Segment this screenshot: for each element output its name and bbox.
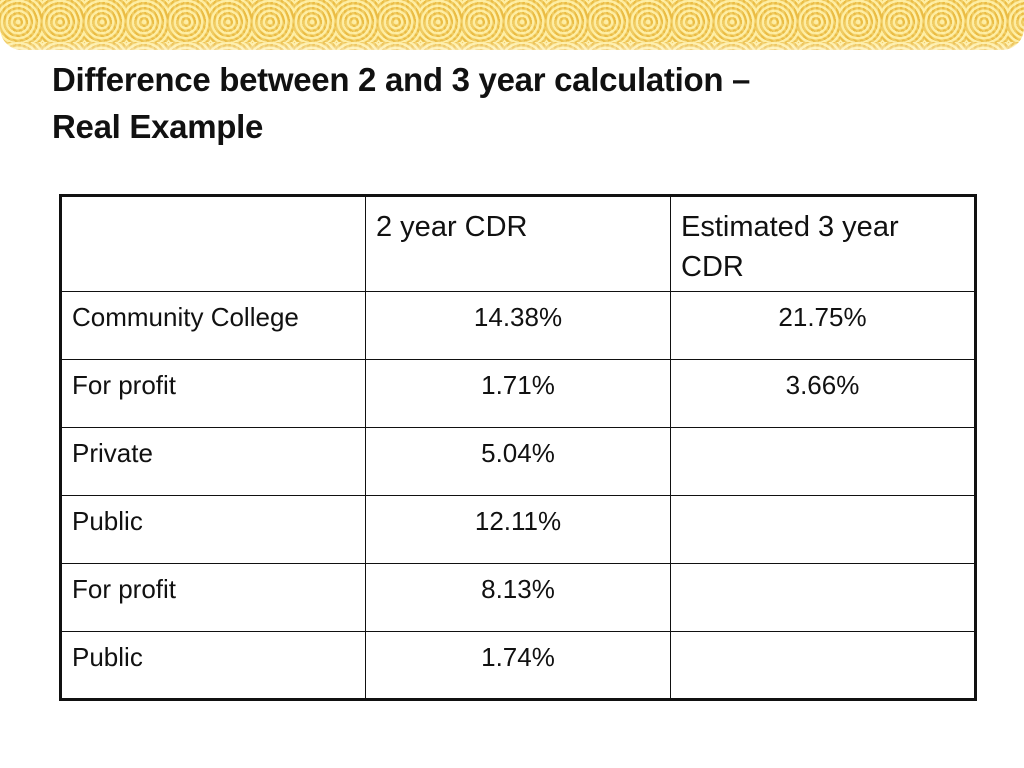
two-year-cell: 1.74% (365, 631, 671, 700)
three-year-value: 21.75% (778, 302, 867, 332)
header-cell-two-year: 2 year CDR (365, 195, 671, 292)
three-year-value: 3.66% (785, 370, 860, 400)
row-label-cell: Public (60, 495, 366, 564)
table-row: Public 12.11% (60, 495, 976, 564)
row-label-cell: For profit (60, 359, 366, 428)
header-cell-empty (60, 195, 366, 292)
decorative-banner (0, 0, 1024, 50)
slide-title-line-1: Difference between 2 and 3 year calculat… (52, 61, 751, 98)
slide-title: Difference between 2 and 3 year calculat… (52, 56, 992, 150)
three-year-value (671, 632, 974, 642)
row-label: Public (72, 506, 143, 536)
row-label: For profit (72, 574, 177, 604)
table-row: Community College 14.38% 21.75% (60, 291, 976, 360)
table-row: Public 1.74% (60, 631, 976, 700)
two-year-value: 1.74% (481, 642, 555, 672)
two-year-value: 12.11% (474, 506, 562, 536)
row-label-cell: Private (60, 427, 366, 496)
two-year-value: 1.71% (481, 370, 555, 400)
three-year-cell: 3.66% (670, 359, 976, 428)
three-year-cell (670, 631, 976, 700)
two-year-cell: 14.38% (365, 291, 671, 360)
row-label-cell: Public (60, 631, 366, 700)
three-year-value (671, 564, 974, 574)
row-label: Public (72, 642, 143, 672)
two-year-cell: 8.13% (365, 563, 671, 632)
three-year-cell (670, 427, 976, 496)
two-year-value: 8.13% (481, 574, 555, 604)
slide-title-line-2: Real Example (52, 108, 264, 145)
two-year-cell: 12.11% (365, 495, 671, 564)
three-year-cell (670, 495, 976, 564)
two-year-cell: 1.71% (365, 359, 671, 428)
two-year-value: 14.38% (473, 302, 563, 332)
three-year-cell: 21.75% (670, 291, 976, 360)
row-label-cell: For profit (60, 563, 366, 632)
three-year-value (671, 428, 974, 438)
header-two-year-label: 2 year CDR (376, 211, 528, 243)
row-label: Community College (72, 302, 299, 332)
table-header-row: 2 year CDR Estimated 3 year CDR (60, 195, 976, 292)
three-year-value (671, 496, 974, 506)
three-year-cell (670, 563, 976, 632)
row-label-cell: Community College (60, 291, 366, 360)
two-year-cell: 5.04% (365, 427, 671, 496)
cdr-table: 2 year CDR Estimated 3 year CDR Communit… (59, 194, 977, 701)
header-cell-three-year: Estimated 3 year CDR (670, 195, 976, 292)
table-row: For profit 8.13% (60, 563, 976, 632)
two-year-value: 5.04% (481, 438, 555, 468)
row-label: For profit (72, 370, 177, 400)
header-three-year-label: Estimated 3 year CDR (681, 211, 899, 283)
table-row: For profit 1.71% 3.66% (60, 359, 976, 428)
table-row: Private 5.04% (60, 427, 976, 496)
row-label: Private (72, 438, 153, 468)
